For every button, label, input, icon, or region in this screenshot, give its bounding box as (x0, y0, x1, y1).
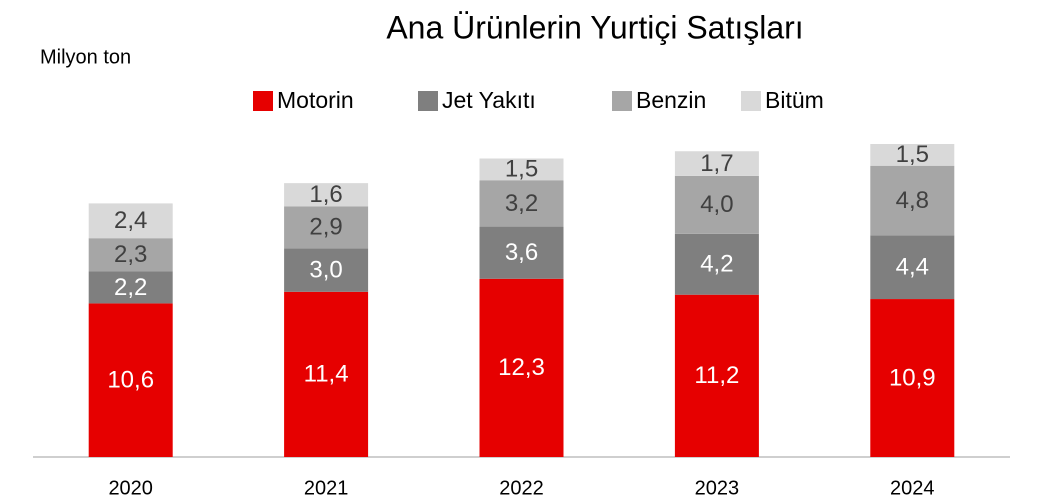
legend-swatch (253, 91, 273, 111)
bar-segment (674, 294, 759, 457)
data-label: 1,5 (505, 156, 538, 183)
bar-segment (870, 165, 955, 236)
bar-segment (870, 299, 955, 457)
data-label: 4,2 (700, 251, 733, 278)
data-label: 10,6 (107, 367, 154, 394)
bar-segment (88, 271, 173, 304)
bar-segment (284, 248, 369, 292)
bar-segment (870, 235, 955, 300)
x-tick-label: 2024 (890, 477, 935, 499)
x-tick-label: 2022 (499, 477, 544, 499)
legend-label: Bitüm (765, 87, 824, 113)
bar-segment (284, 291, 369, 457)
x-tick-label: 2021 (304, 477, 349, 499)
data-label: 11,4 (304, 361, 349, 388)
data-label: 3,6 (505, 239, 538, 266)
bar-segment (284, 206, 369, 249)
bar-segment (870, 144, 955, 166)
data-label: 2,2 (114, 274, 147, 301)
data-label: 2,9 (309, 214, 342, 241)
bar-segment (674, 175, 759, 234)
data-label: 1,5 (896, 141, 929, 168)
data-label: 3,2 (505, 190, 538, 217)
legend-label: Benzin (636, 87, 706, 113)
bar-segment (284, 183, 369, 207)
legend-label: Motorin (277, 87, 354, 113)
data-label: 4,8 (896, 187, 929, 214)
legend-swatch (612, 91, 632, 111)
legend-swatch (741, 91, 761, 111)
legend-swatch (418, 91, 438, 111)
data-label: 4,0 (700, 191, 733, 218)
bar-segment (674, 151, 759, 176)
data-label: 11,2 (694, 362, 739, 389)
bar-segment (479, 226, 564, 279)
data-label: 10,9 (889, 364, 936, 391)
data-label: 3,0 (309, 256, 342, 283)
bar-segment (88, 238, 173, 272)
data-label: 2,4 (114, 207, 147, 234)
bar-segment (479, 278, 564, 457)
y-axis-label: Milyon ton (40, 46, 131, 68)
data-label: 1,7 (700, 150, 733, 177)
data-label: 4,4 (896, 254, 929, 281)
bar-segment (674, 233, 759, 295)
bar-segment (479, 180, 564, 227)
data-label: 2,3 (114, 241, 147, 268)
bar-segment (479, 158, 564, 181)
data-label: 1,6 (309, 181, 342, 208)
x-tick-label: 2023 (695, 477, 740, 499)
bar-segment (88, 203, 173, 239)
x-tick-label: 2020 (108, 477, 153, 499)
data-label: 12,3 (498, 354, 545, 381)
legend-label: Jet Yakıtı (442, 87, 536, 113)
bar-segment (88, 303, 173, 457)
chart-title: Ana Ürünlerin Yurtiçi Satışları (386, 9, 803, 45)
